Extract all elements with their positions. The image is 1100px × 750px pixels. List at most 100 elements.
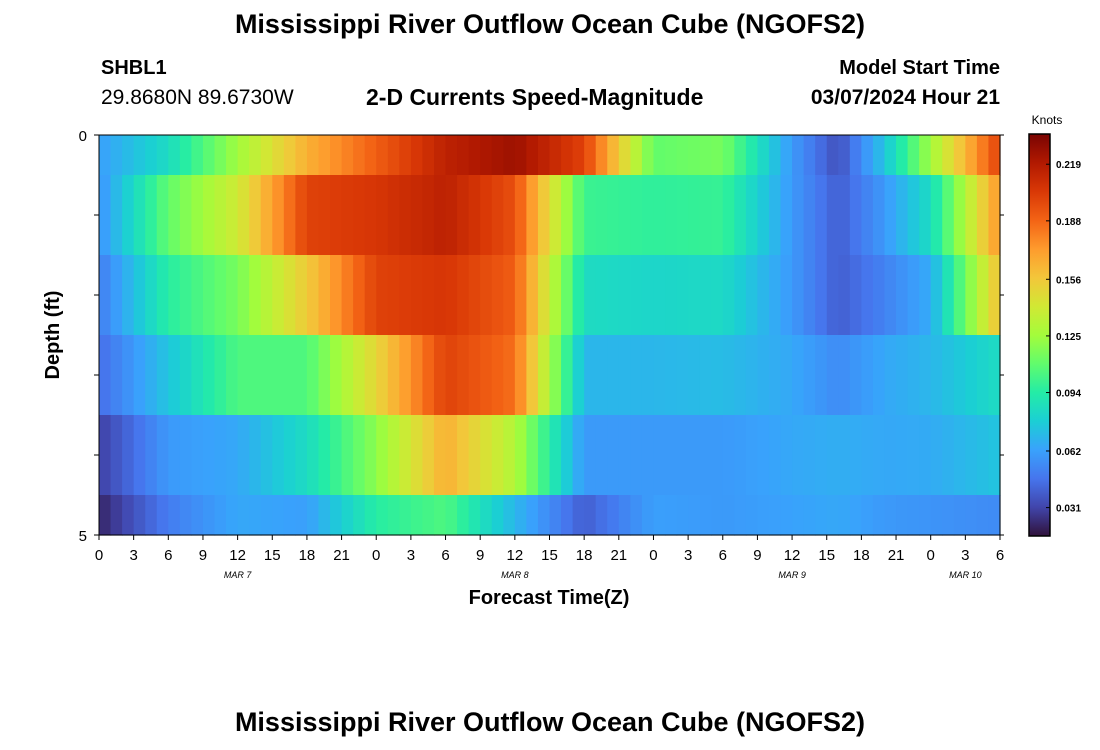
x-axis-label: Forecast Time(Z) <box>469 587 630 609</box>
heatmap-cell <box>561 495 574 536</box>
heatmap-cell <box>503 175 516 256</box>
heatmap-cell <box>896 495 909 536</box>
heatmap-cell <box>699 335 712 416</box>
heatmap-cell <box>942 255 955 336</box>
heatmap-cell <box>110 415 123 496</box>
heatmap-cell <box>376 135 389 176</box>
heatmap-cell <box>422 415 435 496</box>
heatmap-cell <box>283 335 296 416</box>
heatmap-cell <box>976 495 990 536</box>
heatmap-cell <box>433 135 447 176</box>
heatmap-cell <box>226 495 239 536</box>
heatmap-cell <box>226 415 239 496</box>
heatmap-cell <box>561 175 574 256</box>
colorbar-tick-label: 0.094 <box>1056 389 1081 400</box>
heatmap-cell <box>295 495 308 536</box>
x-tick-label: 21 <box>333 547 350 564</box>
heatmap-cell <box>803 335 816 416</box>
heatmap-cell <box>838 415 851 496</box>
heatmap-cell <box>537 415 551 496</box>
heatmap-cell <box>641 135 655 176</box>
heatmap-cell <box>399 415 412 496</box>
heatmap-cell <box>480 255 493 336</box>
heatmap-cell <box>607 255 620 336</box>
x-tick-label: 21 <box>888 547 905 564</box>
station-coordinates: 29.8680N 89.6730W <box>101 86 294 109</box>
heatmap-cell <box>907 335 920 416</box>
x-tick-label: 12 <box>229 547 246 564</box>
heatmap-cell <box>214 255 227 336</box>
x-tick-label: 6 <box>719 547 727 564</box>
heatmap-cell <box>295 335 308 416</box>
heatmap-cell <box>988 175 1001 256</box>
heatmap-cell <box>780 175 793 256</box>
heatmap-cell <box>514 415 527 496</box>
plot-title: 2-D Currents Speed-Magnitude <box>366 84 704 110</box>
heatmap-cell <box>272 495 285 536</box>
heatmap-cell <box>468 335 481 416</box>
heatmap-cell <box>122 415 135 496</box>
heatmap-cell <box>260 135 273 176</box>
heatmap-cell <box>757 255 770 336</box>
heatmap-cell <box>99 135 112 176</box>
heatmap-cell <box>214 175 227 256</box>
heatmap-cell <box>618 495 631 536</box>
heatmap-cell <box>676 175 689 256</box>
heatmap-cell <box>641 335 655 416</box>
heatmap-cell <box>214 495 227 536</box>
heatmap-cell <box>237 175 250 256</box>
colorbar-tick-label: 0.031 <box>1056 504 1081 515</box>
heatmap-cell <box>792 415 805 496</box>
heatmap-cell <box>422 135 435 176</box>
heatmap-cell <box>237 135 250 176</box>
heatmap-cell <box>99 255 112 336</box>
heatmap-cell <box>780 495 793 536</box>
heatmap-cell <box>491 495 504 536</box>
heatmap-cell <box>445 175 458 256</box>
heatmap-cell <box>237 415 250 496</box>
heatmap-cell <box>330 135 343 176</box>
heatmap-cell <box>953 135 966 176</box>
heatmap-cell <box>237 495 250 536</box>
heatmap-cell <box>976 415 990 496</box>
heatmap-cell <box>722 175 735 256</box>
heatmap-cell <box>202 135 216 176</box>
heatmap-cell <box>803 255 816 336</box>
heatmap-cell <box>988 495 1001 536</box>
heatmap-cell <box>226 255 239 336</box>
heatmap-cell <box>526 135 539 176</box>
heatmap-cell <box>399 495 412 536</box>
heatmap-cell <box>803 135 816 176</box>
heatmap-cell <box>526 415 539 496</box>
date-label: MAR 7 <box>224 570 253 580</box>
heatmap-cell <box>179 335 193 416</box>
heatmap-cell <box>722 255 735 336</box>
heatmap-cell <box>376 175 389 256</box>
heatmap-cell <box>191 255 204 336</box>
heatmap-cell <box>156 255 169 336</box>
heatmap-cell <box>734 335 747 416</box>
heatmap-cell <box>202 415 216 496</box>
heatmap-cell <box>711 495 724 536</box>
heatmap-cell <box>734 175 747 256</box>
heatmap-cell <box>595 135 608 176</box>
heatmap-cell <box>607 415 620 496</box>
x-tick-label: 9 <box>476 547 484 564</box>
heatmap-cell <box>364 255 377 336</box>
heatmap-cell <box>537 255 551 336</box>
heatmap-cells <box>99 135 1001 536</box>
heatmap-cell <box>549 335 562 416</box>
heatmap-cell <box>561 335 574 416</box>
heatmap-cell <box>884 135 897 176</box>
heatmap-cell <box>491 335 504 416</box>
heatmap-cell <box>942 415 955 496</box>
x-tick-label: 15 <box>818 547 835 564</box>
heatmap-cell <box>641 175 655 256</box>
heatmap-cell <box>387 335 400 416</box>
heatmap-cell <box>526 495 539 536</box>
colorbar-tick-label: 0.156 <box>1056 275 1081 286</box>
heatmap-cell <box>330 415 343 496</box>
heatmap-cell <box>930 135 943 176</box>
heatmap-cell <box>953 335 966 416</box>
heatmap-cell <box>168 135 181 176</box>
